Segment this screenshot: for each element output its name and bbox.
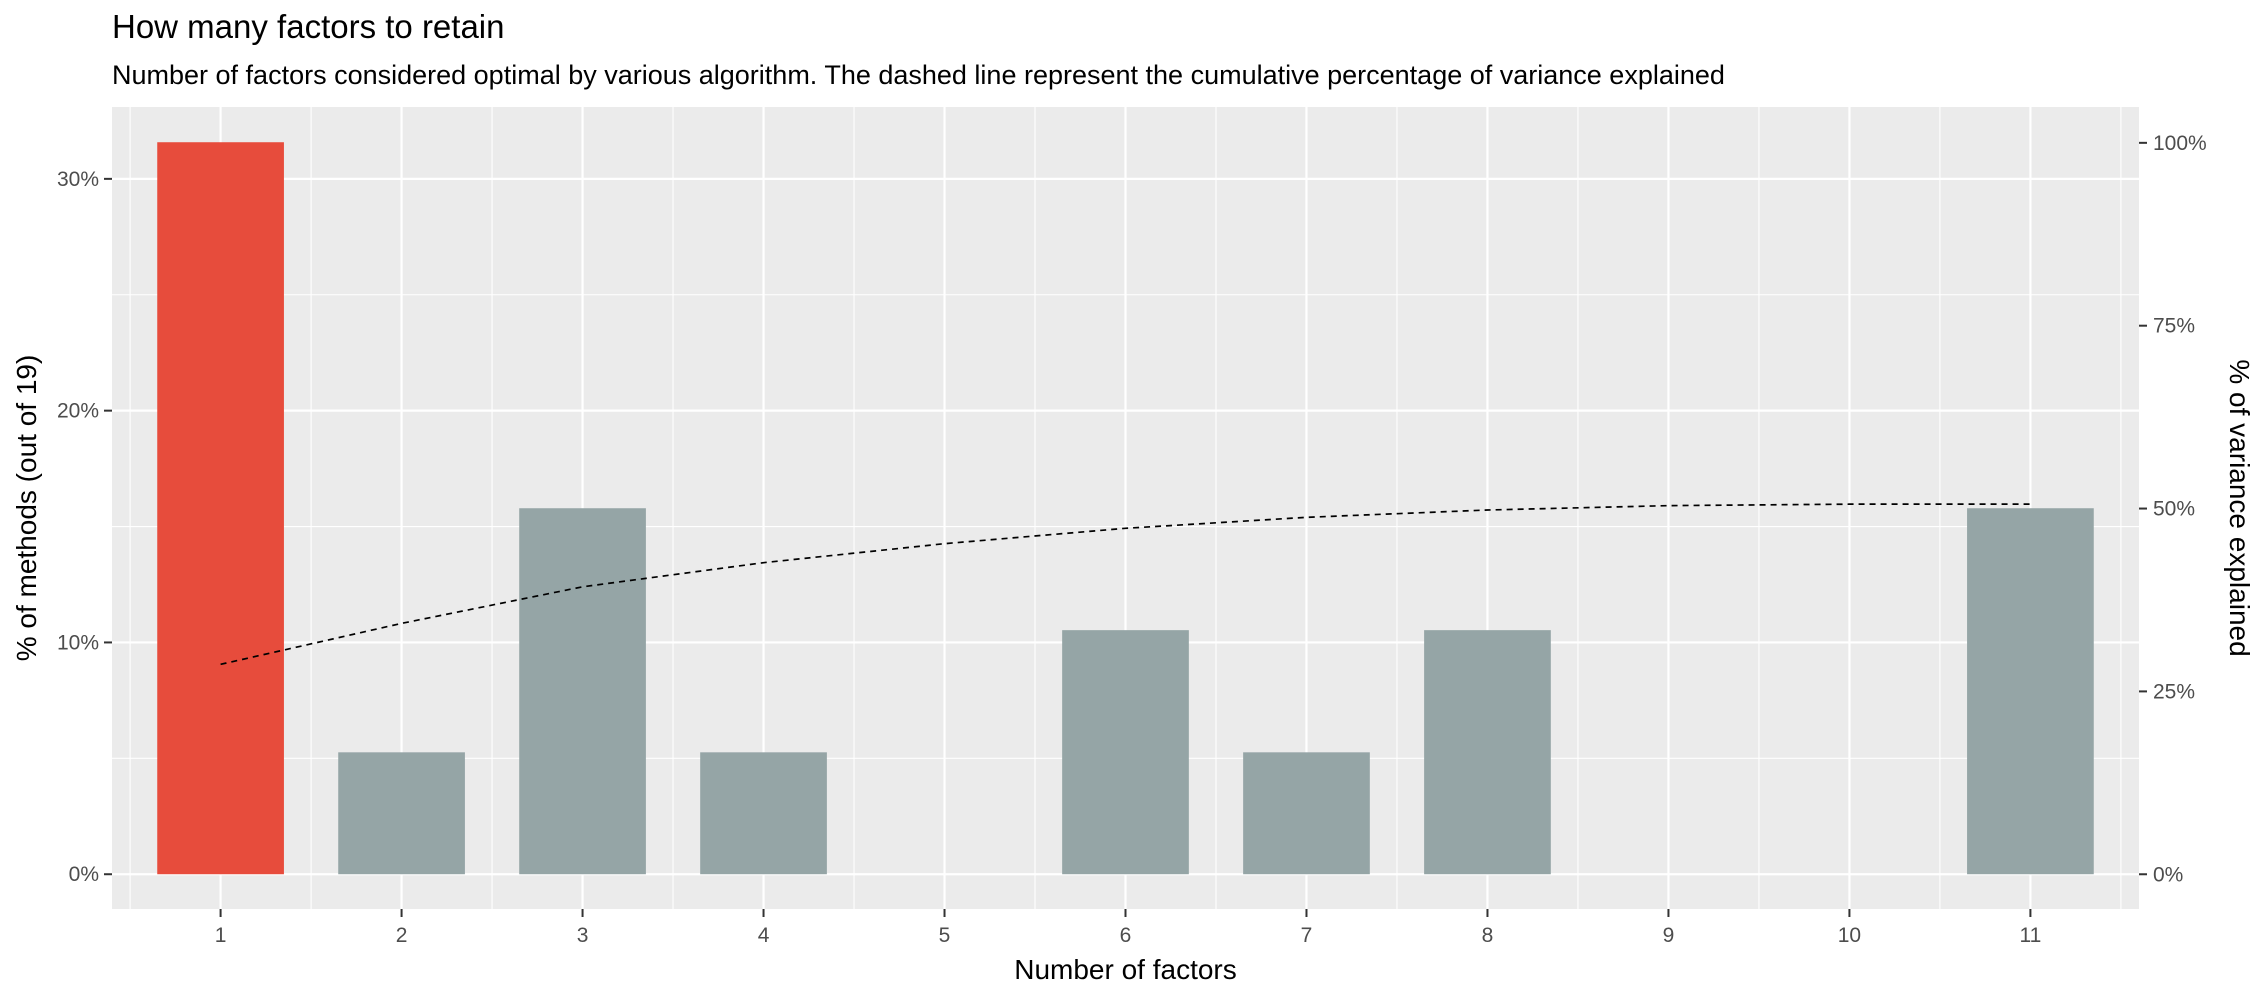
bar-factor-6: [1062, 630, 1189, 875]
x-tick-label: 7: [1301, 924, 1313, 947]
x-tick-label: 4: [758, 924, 770, 947]
y2-tick-label: 25%: [2153, 680, 2195, 703]
x-axis-title: Number of factors: [1014, 954, 1237, 985]
y-tick-label: 10%: [57, 631, 99, 654]
x-tick-label: 11: [2020, 924, 2042, 947]
x-axis: 1 2 3 4 5 6 7 8 9 10 11: [215, 909, 2042, 947]
y-tick-label: 0%: [69, 863, 99, 886]
bar-factor-3: [519, 508, 646, 875]
bar-factor-2: [338, 752, 465, 875]
bar-factor-7: [1243, 752, 1370, 875]
chart-subtitle: Number of factors considered optimal by …: [112, 60, 1725, 90]
variance-explained-line: [220, 503, 2031, 666]
minor-gridlines: [112, 107, 2139, 909]
y-tick-label: 30%: [57, 168, 99, 191]
y-axis-right: 0% 25% 50% 75% 100%: [2139, 132, 2207, 886]
x-tick-label: 1: [215, 924, 227, 947]
x-tick-label: 9: [1663, 924, 1675, 947]
y-axis-title: % of methods (out of 19): [11, 355, 42, 662]
bar-factor-11: [1967, 508, 2094, 875]
y2-tick-label: 0%: [2153, 863, 2183, 886]
y-tick-label: 20%: [57, 400, 99, 423]
y2-tick-label: 100%: [2153, 132, 2207, 155]
bars: [157, 142, 2094, 875]
x-tick-label: 2: [396, 924, 408, 947]
y2-tick-label: 75%: [2153, 315, 2195, 338]
x-tick-label: 8: [1482, 924, 1494, 947]
bar-factor-4: [700, 752, 827, 875]
y-axis-left: 0% 10% 20% 30%: [57, 168, 112, 886]
y2-axis-title: % of variance explained: [2224, 359, 2255, 656]
y2-tick-label: 50%: [2153, 498, 2195, 521]
bar-factor-8: [1424, 630, 1551, 875]
x-tick-label: 6: [1120, 924, 1132, 947]
x-tick-label: 3: [577, 924, 589, 947]
x-tick-label: 10: [1838, 924, 1861, 947]
x-tick-label: 5: [939, 924, 951, 947]
bar-factor-1: [157, 142, 284, 875]
chart-title: How many factors to retain: [112, 8, 505, 45]
